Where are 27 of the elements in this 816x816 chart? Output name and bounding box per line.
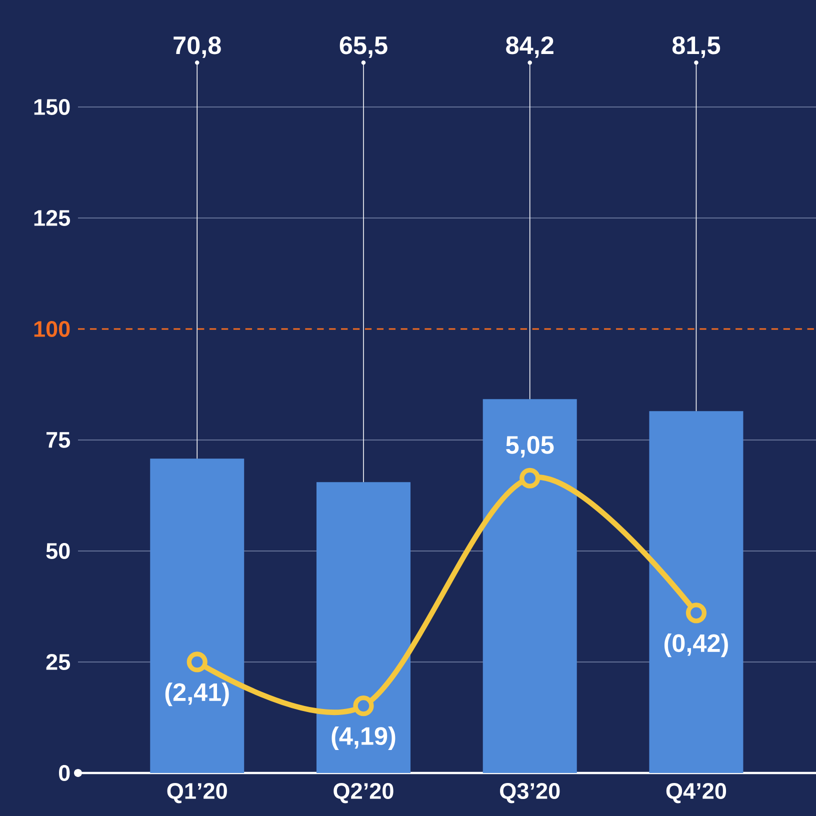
y-tick-label: 25	[46, 654, 70, 670]
y-tick-label: 125	[34, 210, 70, 226]
data-label: 65,5	[340, 36, 388, 58]
point	[686, 602, 707, 624]
y-tick-label: 0	[58, 765, 70, 782]
x-tick-label: Q2’20	[334, 783, 394, 804]
ref-line-label: 100	[34, 320, 70, 337]
bar	[482, 399, 577, 773]
y-tick-label: 50	[46, 543, 70, 559]
data-label: 70,8	[174, 36, 221, 58]
bar	[649, 411, 744, 773]
bar	[316, 482, 410, 773]
point	[520, 468, 540, 488]
point	[186, 652, 208, 672]
data-label: (0,42)	[664, 634, 728, 658]
data-label: (2,41)	[165, 682, 229, 706]
data-label: (4,19)	[332, 726, 396, 750]
y-tick-label: 75	[46, 432, 70, 448]
y-tick-label: 150	[34, 98, 70, 115]
bar	[150, 458, 244, 773]
point	[353, 696, 374, 716]
x-tick-label: Q1’20	[167, 783, 227, 804]
data-label: 84,2	[506, 36, 554, 58]
data-label: 5,05	[506, 436, 554, 458]
x-tick-label: Q3’20	[500, 783, 560, 804]
data-label: 81,5	[672, 36, 720, 58]
x-tick-label: Q4’20	[666, 783, 726, 804]
